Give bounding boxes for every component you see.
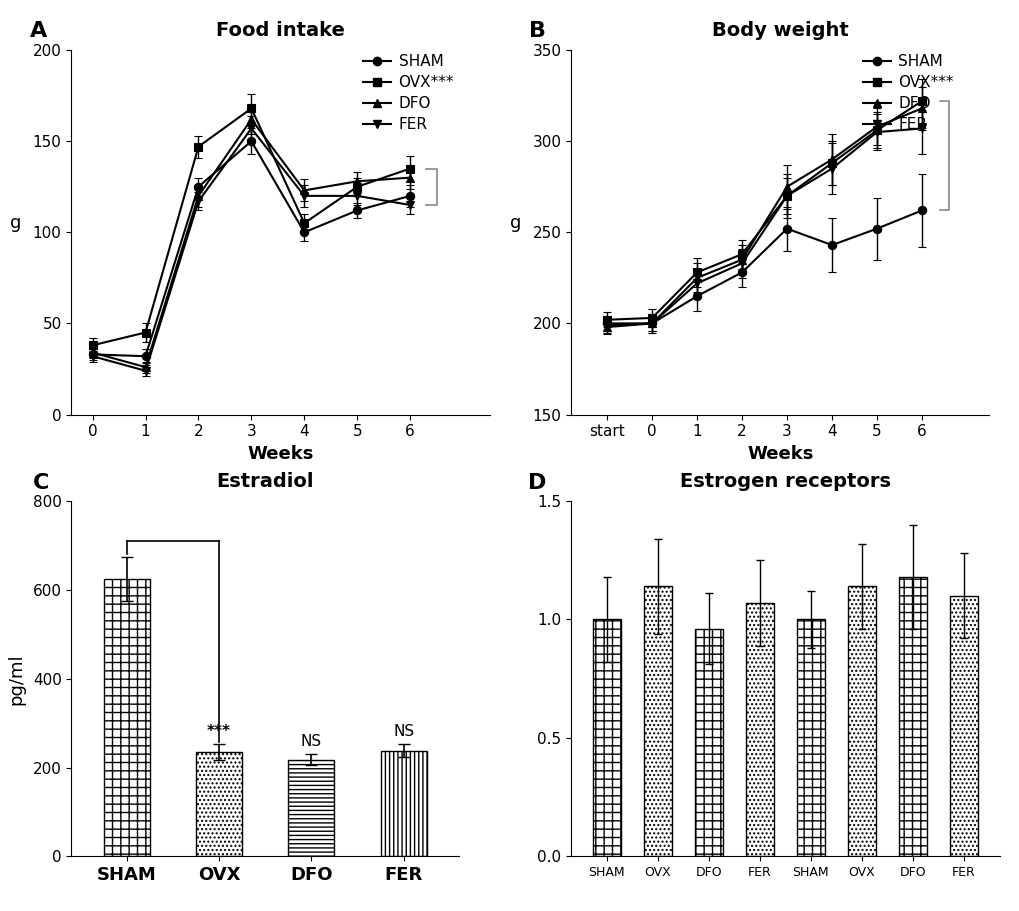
- X-axis label: Weeks: Weeks: [746, 445, 813, 463]
- Legend: SHAM, OVX***, DFO, FER: SHAM, OVX***, DFO, FER: [363, 54, 453, 132]
- Legend: SHAM, OVX***, DFO, FER: SHAM, OVX***, DFO, FER: [862, 54, 953, 132]
- Y-axis label: pg/ml: pg/ml: [8, 653, 25, 704]
- Bar: [898, 577, 926, 856]
- Bar: [847, 587, 875, 856]
- Bar: [380, 751, 426, 856]
- Text: A: A: [30, 21, 47, 41]
- Bar: [796, 619, 824, 856]
- Y-axis label: g: g: [10, 214, 21, 232]
- Bar: [949, 596, 977, 856]
- Title: Estrogen receptors: Estrogen receptors: [680, 472, 890, 491]
- Text: B: B: [529, 21, 546, 41]
- Title: Food intake: Food intake: [216, 21, 344, 40]
- Text: NS: NS: [301, 734, 322, 749]
- X-axis label: Weeks: Weeks: [247, 445, 314, 463]
- Y-axis label: g: g: [510, 214, 521, 232]
- Bar: [196, 752, 242, 856]
- Bar: [104, 578, 150, 856]
- Text: D: D: [528, 473, 546, 493]
- Bar: [694, 629, 722, 856]
- Title: Body weight: Body weight: [711, 21, 848, 40]
- Bar: [288, 760, 334, 856]
- Text: C: C: [33, 473, 49, 493]
- Text: ***: ***: [207, 723, 231, 739]
- Text: NS: NS: [392, 723, 414, 739]
- Bar: [643, 587, 672, 856]
- Bar: [592, 619, 621, 856]
- Title: Estradiol: Estradiol: [216, 472, 314, 491]
- Bar: [745, 603, 773, 856]
